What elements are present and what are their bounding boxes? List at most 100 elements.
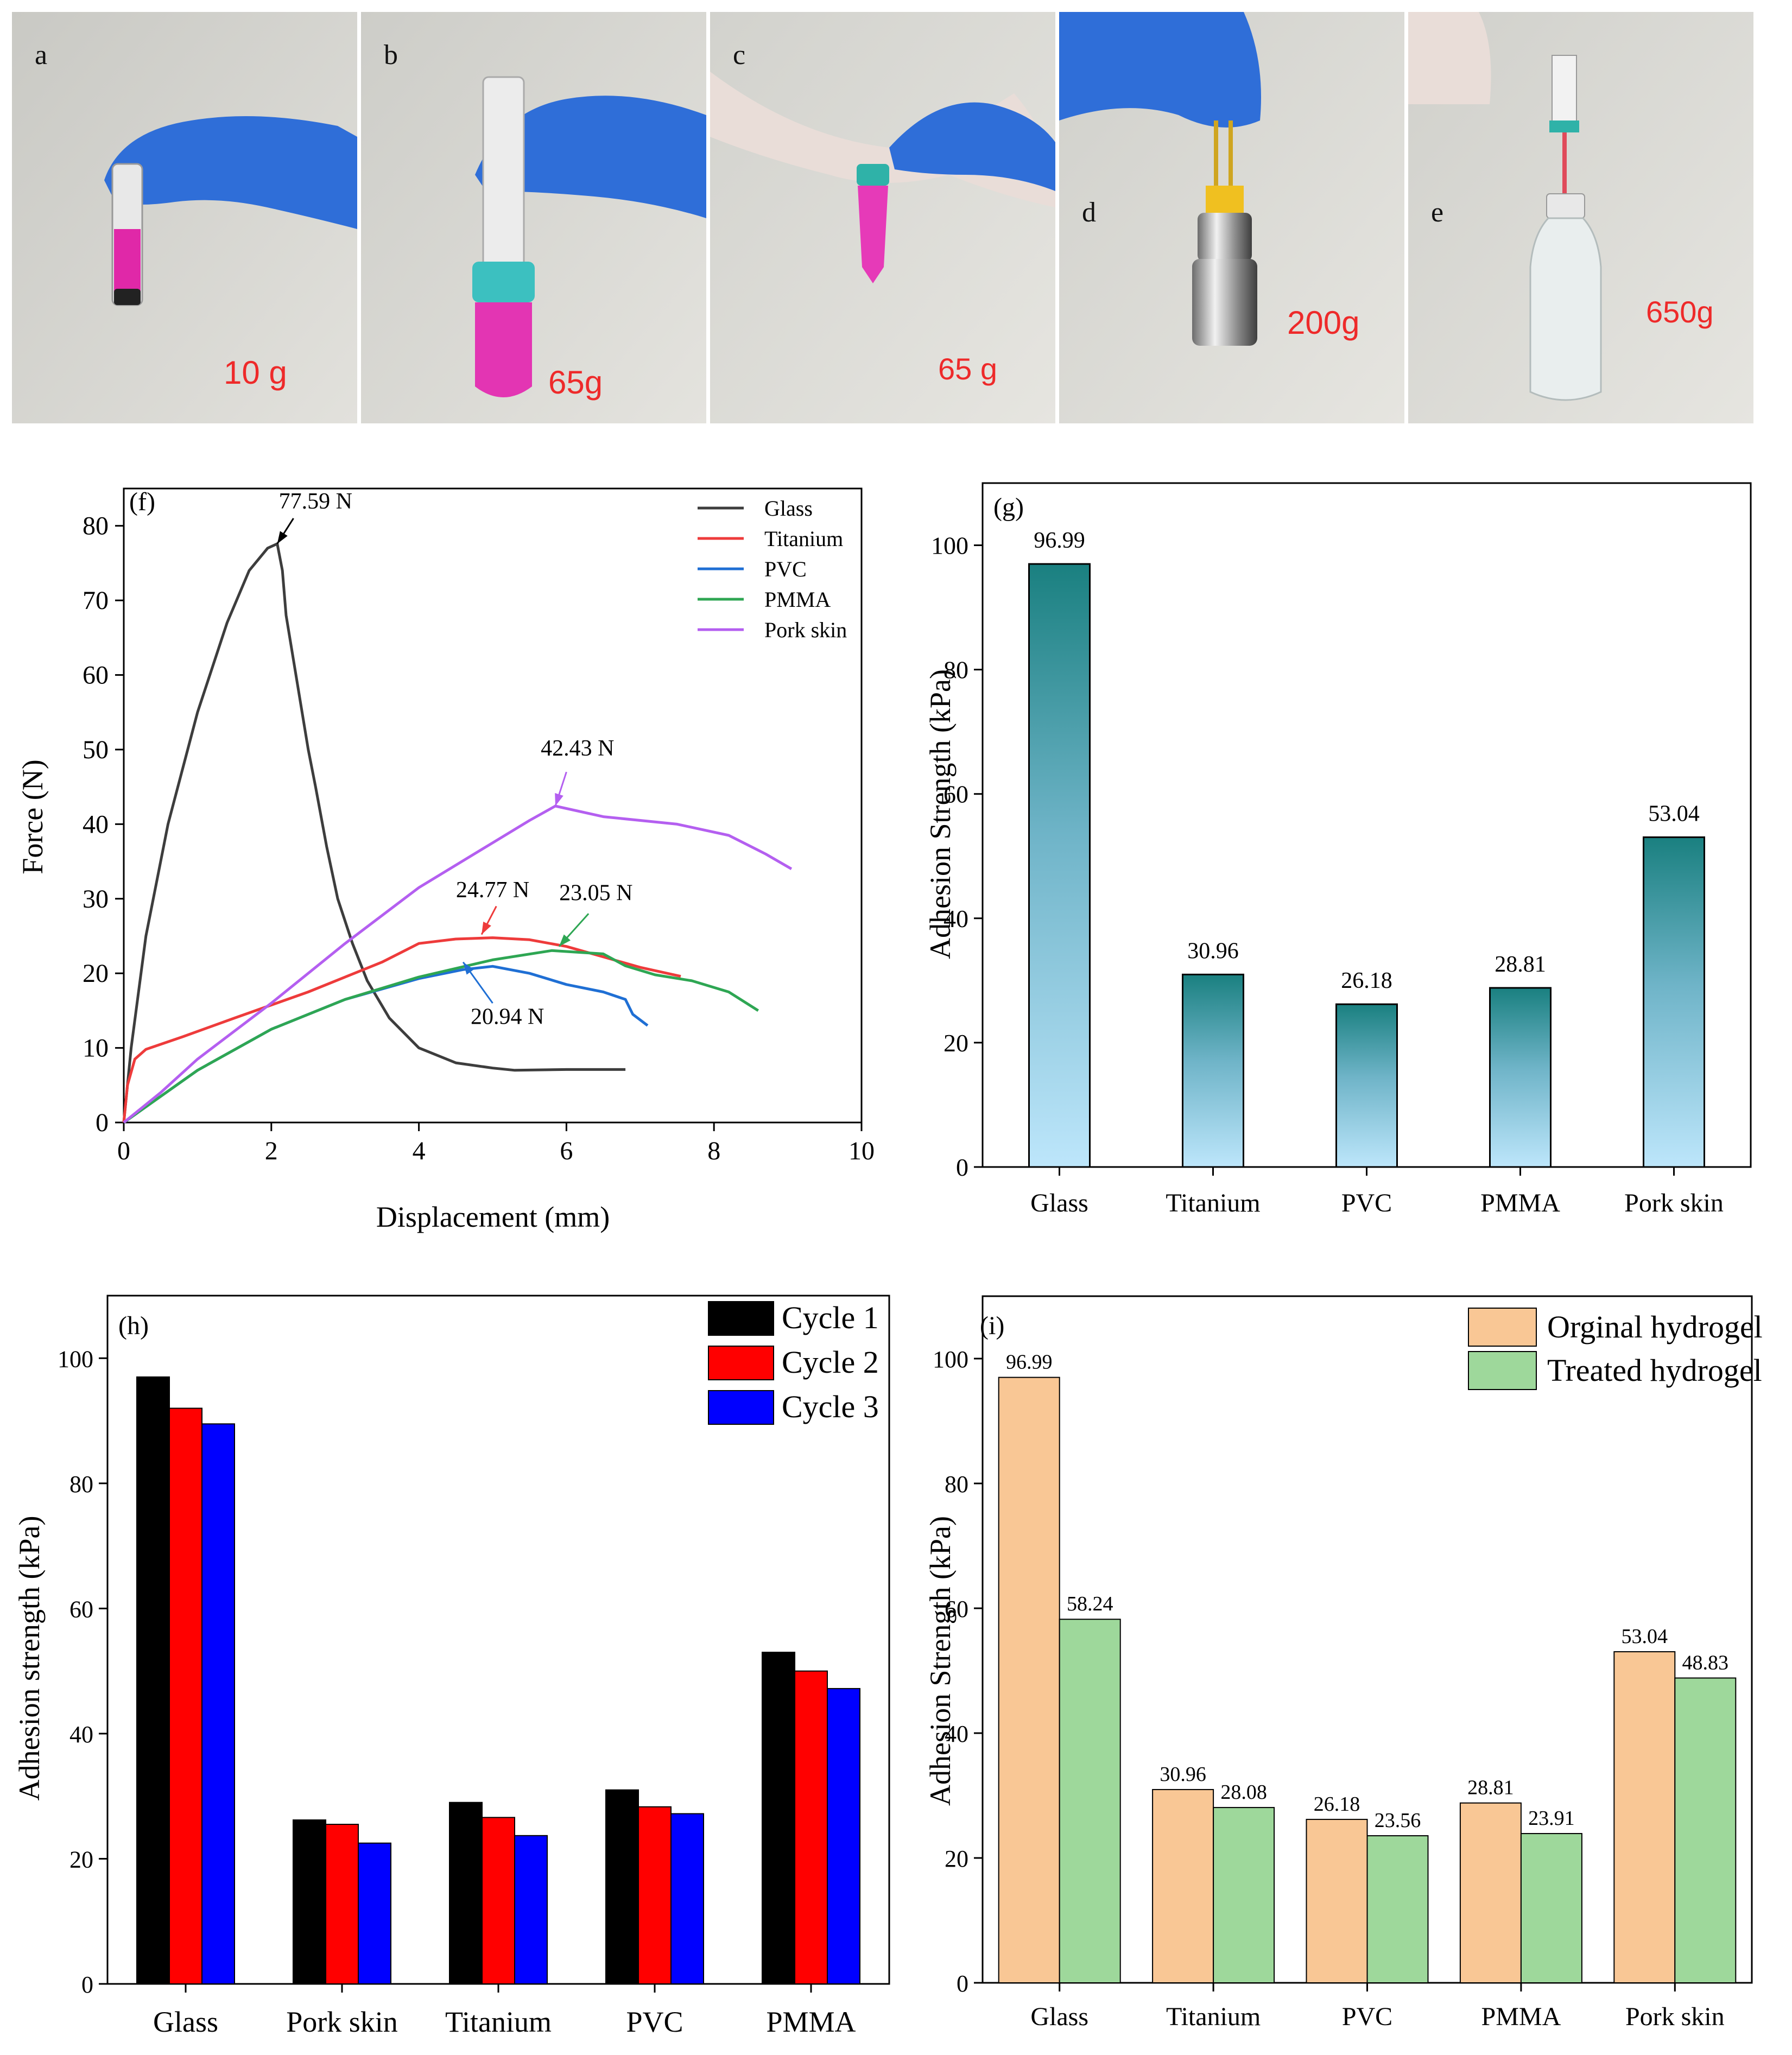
bar-cycle-1 [449,1802,483,1985]
x-tick-label: Glass [1030,1189,1088,1217]
bar-cycle-3 [358,1842,391,1984]
x-tick-label: Pork skin [1625,2002,1725,2031]
bar-cycle-3 [670,1813,704,1984]
bar-cycle-3 [827,1688,860,1984]
photo-c-illustration [710,12,1055,423]
x-tick-label: 8 [707,1137,720,1165]
panel-label-f: (f) [129,487,155,516]
x-tick-label: PMMA [1481,2002,1561,2031]
photo-weight: 65g [548,364,603,401]
bar-cycle-2 [794,1670,828,1984]
y-tick-label: 80 [69,1471,93,1498]
bar-cycle-3 [514,1835,548,1984]
legend-label-glass: Glass [764,496,813,521]
x-tick-label: 6 [560,1137,573,1165]
bar-pmma [1489,987,1552,1168]
legend-swatch-cycle-2 [708,1346,774,1380]
y-tick-label: 20 [945,1845,968,1872]
bar-cycle-2 [325,1824,359,1985]
bar-cycle-1 [136,1376,170,1985]
y-tick-label: 70 [83,586,109,615]
bar-treated-hydrogel [1059,1619,1121,1983]
chart-h-cycle-adhesion: 0 20 40 60 80 100 Glass Pork skin Titanium PVC PMM… [13,1295,890,2038]
x-tick-label: 0 [117,1137,130,1165]
photo-a-illustration [12,12,357,423]
photo-c: c 65 g [710,12,1055,423]
bar-orginal-hydrogel [1613,1651,1676,1983]
bar-orginal-hydrogel [1152,1788,1214,1984]
legend-label-titanium: Titanium [764,527,843,551]
y-tick-label: 80 [83,512,109,541]
bar-cycle-1 [293,1819,326,1985]
panel-label-g: (g) [993,493,1024,522]
bar-value-label: 30.96 [1187,938,1239,963]
bar-pork-skin [1643,836,1705,1168]
x-tick-label: Titanium [1166,1189,1260,1217]
legend-label-pork-skin: Pork skin [764,618,847,642]
bar-value-label: 28.81 [1467,1777,1514,1799]
y-tick-label: 50 [83,735,109,764]
photo-d: d 200g [1059,12,1404,423]
annotation-arrowhead [463,962,474,975]
photo-weight: 200g [1287,305,1360,341]
bar-glass [1028,563,1091,1168]
x-tick-label: 10 [848,1137,875,1165]
bar-value-label: 26.18 [1341,968,1392,993]
bar-value-label: 28.81 [1495,952,1546,977]
annotation-label: 23.05 N [559,881,632,906]
bar-value-label: 26.18 [1314,1793,1360,1816]
bar-treated-hydrogel [1520,1833,1582,1984]
y-tick-label: 0 [81,1971,93,1998]
y-tick-label: 100 [931,532,968,560]
bar-value-label: 53.04 [1622,1625,1668,1648]
bar-cycle-2 [169,1407,202,1984]
bar-orginal-hydrogel [1459,1802,1522,1983]
legend-swatch-cycle-3 [708,1390,774,1425]
bar-value-label: 28.08 [1220,1781,1267,1804]
photo-label: d [1082,197,1096,228]
bar-value-label: 96.99 [1006,1351,1053,1374]
y-tick-label: 60 [944,781,968,808]
y-tick-label: 40 [83,810,109,839]
y-tick-label: 0 [957,1970,968,1997]
annotation-arrowhead [555,792,563,806]
bar-orginal-hydrogel [998,1377,1060,1984]
series-line-pvc [123,965,649,1124]
x-tick-label: PVC [1342,2002,1392,2031]
chart-h-legend: Cycle 1 Cycle 2 Cycle 3 [708,1300,879,1425]
chart-i-treated-comparison: 0 20 40 60 80 100 96.99 58.24 Glass 30.96 28.08 Tit… [924,1295,1763,2031]
photo-label: b [384,40,398,71]
y-axis-label: Force (N) [16,759,49,874]
chart-f-force-displacement: 0 2 4 6 8 10 0 10 20 30 40 50 60 70 80 77.59 N 42.43 N 24… [16,487,875,1233]
y-tick-label: 30 [83,885,109,914]
annotation-label: 77.59 N [279,489,352,514]
photo-label: a [35,40,48,71]
legend-label-cycle-3: Cycle 3 [782,1389,879,1424]
y-axis-label: Adhesion strength (kPa) [13,1516,46,1801]
x-tick-label: Pork skin [1624,1189,1724,1217]
x-tick-label: 4 [413,1137,426,1165]
y-tick-label: 10 [83,1034,109,1063]
bar-value-label: 23.91 [1528,1807,1575,1830]
legend-swatch-original [1468,1308,1537,1347]
annotation-label: 24.77 N [456,878,529,903]
bar-titanium [1182,973,1244,1168]
plot-frame [123,487,863,1124]
bar-orginal-hydrogel [1306,1818,1368,1983]
bar-pvc [1335,1003,1398,1168]
annotation-label: 42.43 N [541,736,614,761]
legend-label-cycle-1: Cycle 1 [782,1300,879,1335]
annotation-arrowhead [482,921,491,935]
legend-label-pvc: PVC [764,557,807,581]
bar-value-label: 30.96 [1160,1763,1206,1786]
bar-treated-hydrogel [1213,1807,1275,1984]
legend-swatch-cycle-1 [708,1301,774,1336]
legend-label-treated: Treated hydrogel [1547,1353,1762,1388]
bar-value-label: 96.99 [1034,528,1085,553]
y-tick-label: 0 [956,1153,968,1181]
legend-label-original: Orginal hydrogel [1547,1309,1763,1344]
x-axis-label: Displacement (mm) [376,1201,610,1233]
series-line-pork-skin [123,804,793,1124]
y-tick-label: 40 [944,905,968,933]
y-axis-label: Adhesion Strength (kPa) [924,1516,957,1806]
